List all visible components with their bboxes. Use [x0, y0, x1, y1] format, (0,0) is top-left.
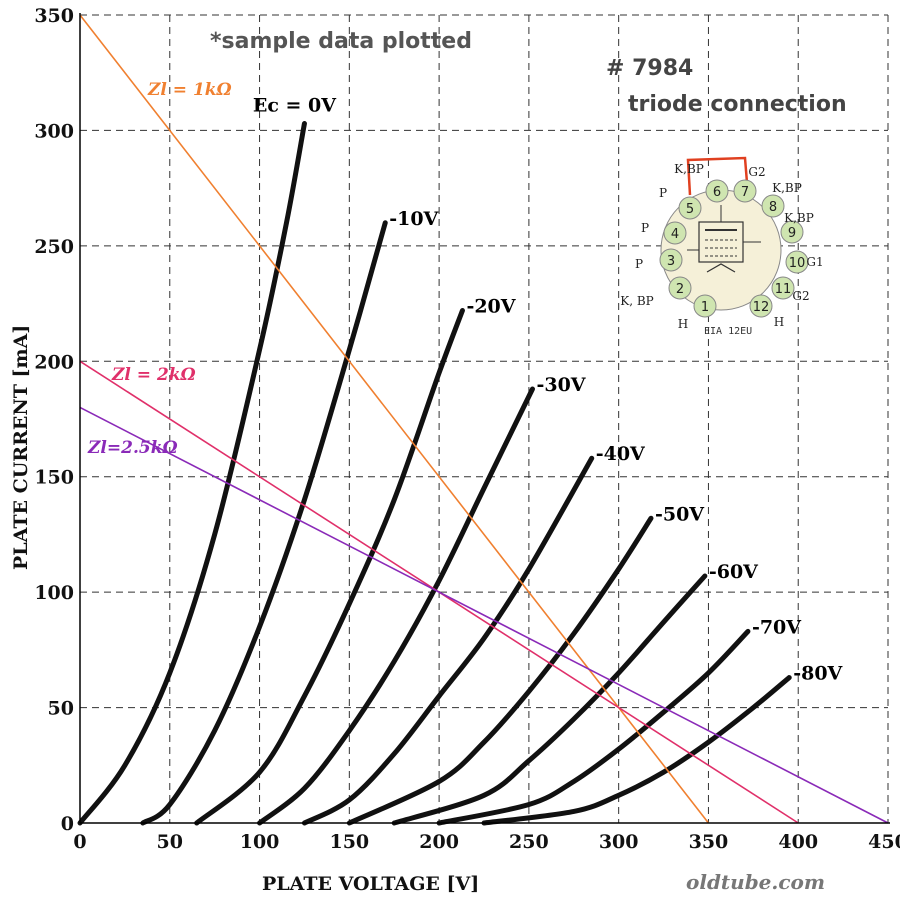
y-axis-title: PLATE CURRENT [mA] [10, 325, 32, 570]
pin-11 [771, 276, 795, 300]
pin-10 [785, 250, 809, 274]
x-tick-label: 250 [509, 831, 549, 853]
pin-number: 5 [686, 202, 694, 217]
x-tick-label: 400 [778, 831, 818, 853]
load-line-label: Zl = 1kΩ [147, 80, 232, 100]
pin-number: 3 [667, 254, 675, 269]
curve-label: Ec = 0V [253, 95, 337, 117]
x-tick-label: 150 [329, 831, 369, 853]
pin-name: P [635, 257, 643, 271]
curve-label: -60V [709, 561, 759, 583]
pin-1 [693, 294, 717, 318]
pin-name: H [774, 315, 784, 329]
y-tick-label: 100 [34, 582, 74, 604]
curve-labels: Ec = 0V -10V -20V -30V -40V -50V -60V -70V -80V [253, 95, 844, 685]
pin-2 [668, 276, 692, 300]
y-tick-label: 300 [34, 120, 74, 142]
x-tick-label: 300 [599, 831, 639, 853]
pin-name: H [678, 317, 688, 331]
plate-curve-0 [77, 121, 307, 826]
tube-electrodes [687, 205, 761, 273]
curve-label: -70V [752, 616, 802, 638]
pin-name: G1 [806, 255, 823, 269]
curve-label: -20V [466, 295, 516, 317]
base-code: EIA 12EU [704, 326, 752, 337]
pin-9 [780, 220, 804, 244]
pin-12 [749, 294, 773, 318]
pin-number: 6 [713, 185, 721, 200]
pin-name: G2 [748, 165, 765, 179]
plate-curve-4 [301, 455, 595, 826]
x-axis-title: PLATE VOLTAGE [V] [262, 873, 479, 895]
tube-number: # 7984 [606, 56, 693, 81]
ticks: 0 50 100 150 200 250 300 350 400 450 0 50 100 150 200 2… [34, 5, 900, 853]
x-tick-label: 350 [689, 831, 729, 853]
pin-number: 7 [741, 185, 749, 200]
grid [80, 14, 889, 823]
g2-strap [686, 156, 750, 196]
pin-number: 10 [789, 256, 806, 271]
pin-name: P [641, 221, 649, 235]
pin-name: K,BP [784, 211, 814, 225]
pin-6 [705, 179, 729, 203]
plate-curves [77, 121, 792, 826]
pin-number: 2 [676, 282, 684, 297]
y-tick-label: 200 [34, 351, 74, 373]
pin-number: 11 [775, 282, 792, 297]
tube-connection: triode connection [628, 92, 847, 117]
pin-number: 9 [788, 226, 796, 241]
pin-7 [733, 179, 757, 203]
plate-curve-5 [346, 515, 654, 826]
curve-label: -10V [389, 208, 439, 230]
pin-name: P [659, 186, 667, 200]
pin-4 [663, 221, 687, 245]
x-tick-label: 50 [157, 831, 183, 853]
curve-label: -30V [536, 374, 586, 396]
x-tick-label: 0 [73, 831, 86, 853]
pin-name: K,BP [772, 181, 802, 195]
load-lines: Zl = 1kΩ Zl = 2kΩ Zl=2.5kΩ [79, 14, 889, 824]
plate-curve-3 [257, 386, 535, 826]
curve-label: -50V [655, 503, 705, 525]
y-tick-label: 250 [34, 236, 74, 258]
pin-name: K,BP [674, 162, 704, 176]
y-tick-label: 50 [48, 698, 74, 720]
watermark: oldtube.com [686, 870, 825, 894]
load-line-label: Zl = 2kΩ [111, 365, 196, 385]
pin-number: 1 [701, 300, 709, 315]
pin-number: 4 [671, 227, 679, 242]
pin-name: K, BP [620, 294, 654, 308]
curve-label: -40V [596, 443, 646, 465]
plate-curve-6 [391, 573, 708, 826]
curve-label: -80V [793, 663, 843, 685]
y-tick-label: 0 [61, 813, 74, 835]
load-line-label: Zl=2.5kΩ [87, 438, 178, 458]
pin-number: 8 [769, 200, 777, 215]
pin-3 [659, 248, 683, 272]
x-tick-label: 200 [419, 831, 459, 853]
load-line-0 [79, 14, 710, 824]
plate-curve-7 [436, 628, 751, 826]
plate-curve-2 [194, 307, 465, 826]
pin-name: G2 [792, 289, 809, 303]
y-tick-label: 150 [34, 467, 74, 489]
y-tick-label: 350 [34, 5, 74, 27]
load-line-2 [79, 406, 889, 824]
x-tick-label: 100 [240, 831, 280, 853]
plate-curve-8 [481, 675, 792, 826]
chart-title: *sample data plotted [210, 29, 472, 54]
x-tick-label: 450 [868, 831, 900, 853]
pin-5 [678, 196, 702, 220]
plate-curve-1 [140, 220, 388, 826]
pin-8 [761, 194, 785, 218]
pin-number: 12 [753, 300, 770, 315]
